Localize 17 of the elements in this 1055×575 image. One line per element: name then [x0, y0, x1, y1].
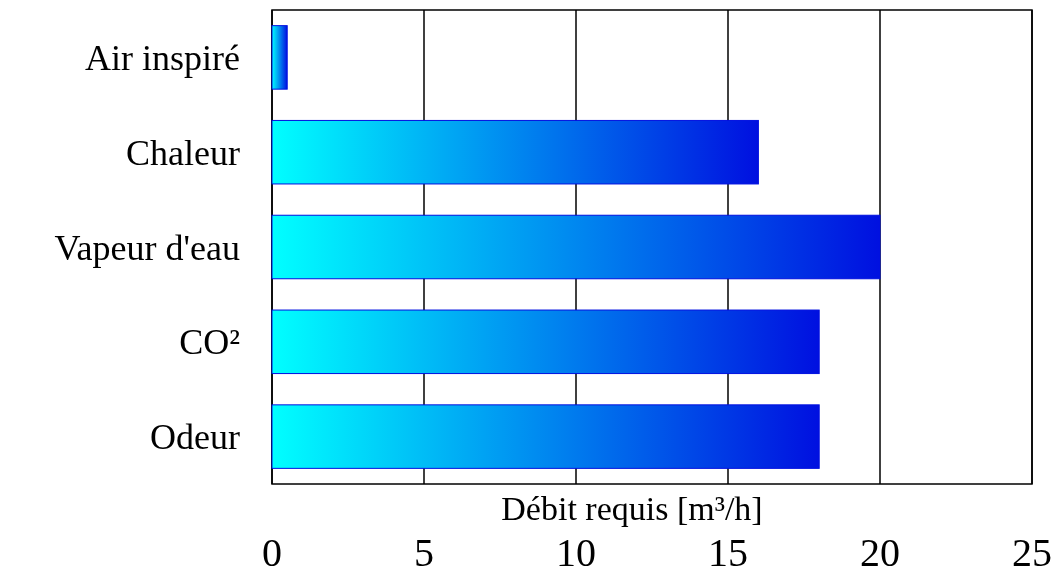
x-tick-label: 25: [1012, 530, 1052, 575]
x-tick-label: 20: [860, 530, 900, 575]
y-tick-label: Air inspiré: [85, 38, 240, 78]
x-tick-label: 10: [556, 530, 596, 575]
y-tick-label: Odeur: [150, 417, 241, 458]
bar: [271, 214, 881, 280]
y-tick-label: CO²: [179, 322, 240, 363]
x-axis-title: Débit requis [m³/h]: [501, 490, 763, 527]
bar: [271, 309, 820, 375]
bar: [271, 119, 759, 185]
x-tick-label: 15: [708, 530, 748, 575]
x-tick-label: 5: [414, 530, 434, 575]
x-tick-label: 0: [262, 530, 282, 575]
y-tick-label: Chaleur: [126, 132, 240, 173]
bar: [271, 404, 820, 469]
bar: [271, 25, 288, 90]
y-tick-label: Vapeur d'eau: [54, 227, 240, 268]
